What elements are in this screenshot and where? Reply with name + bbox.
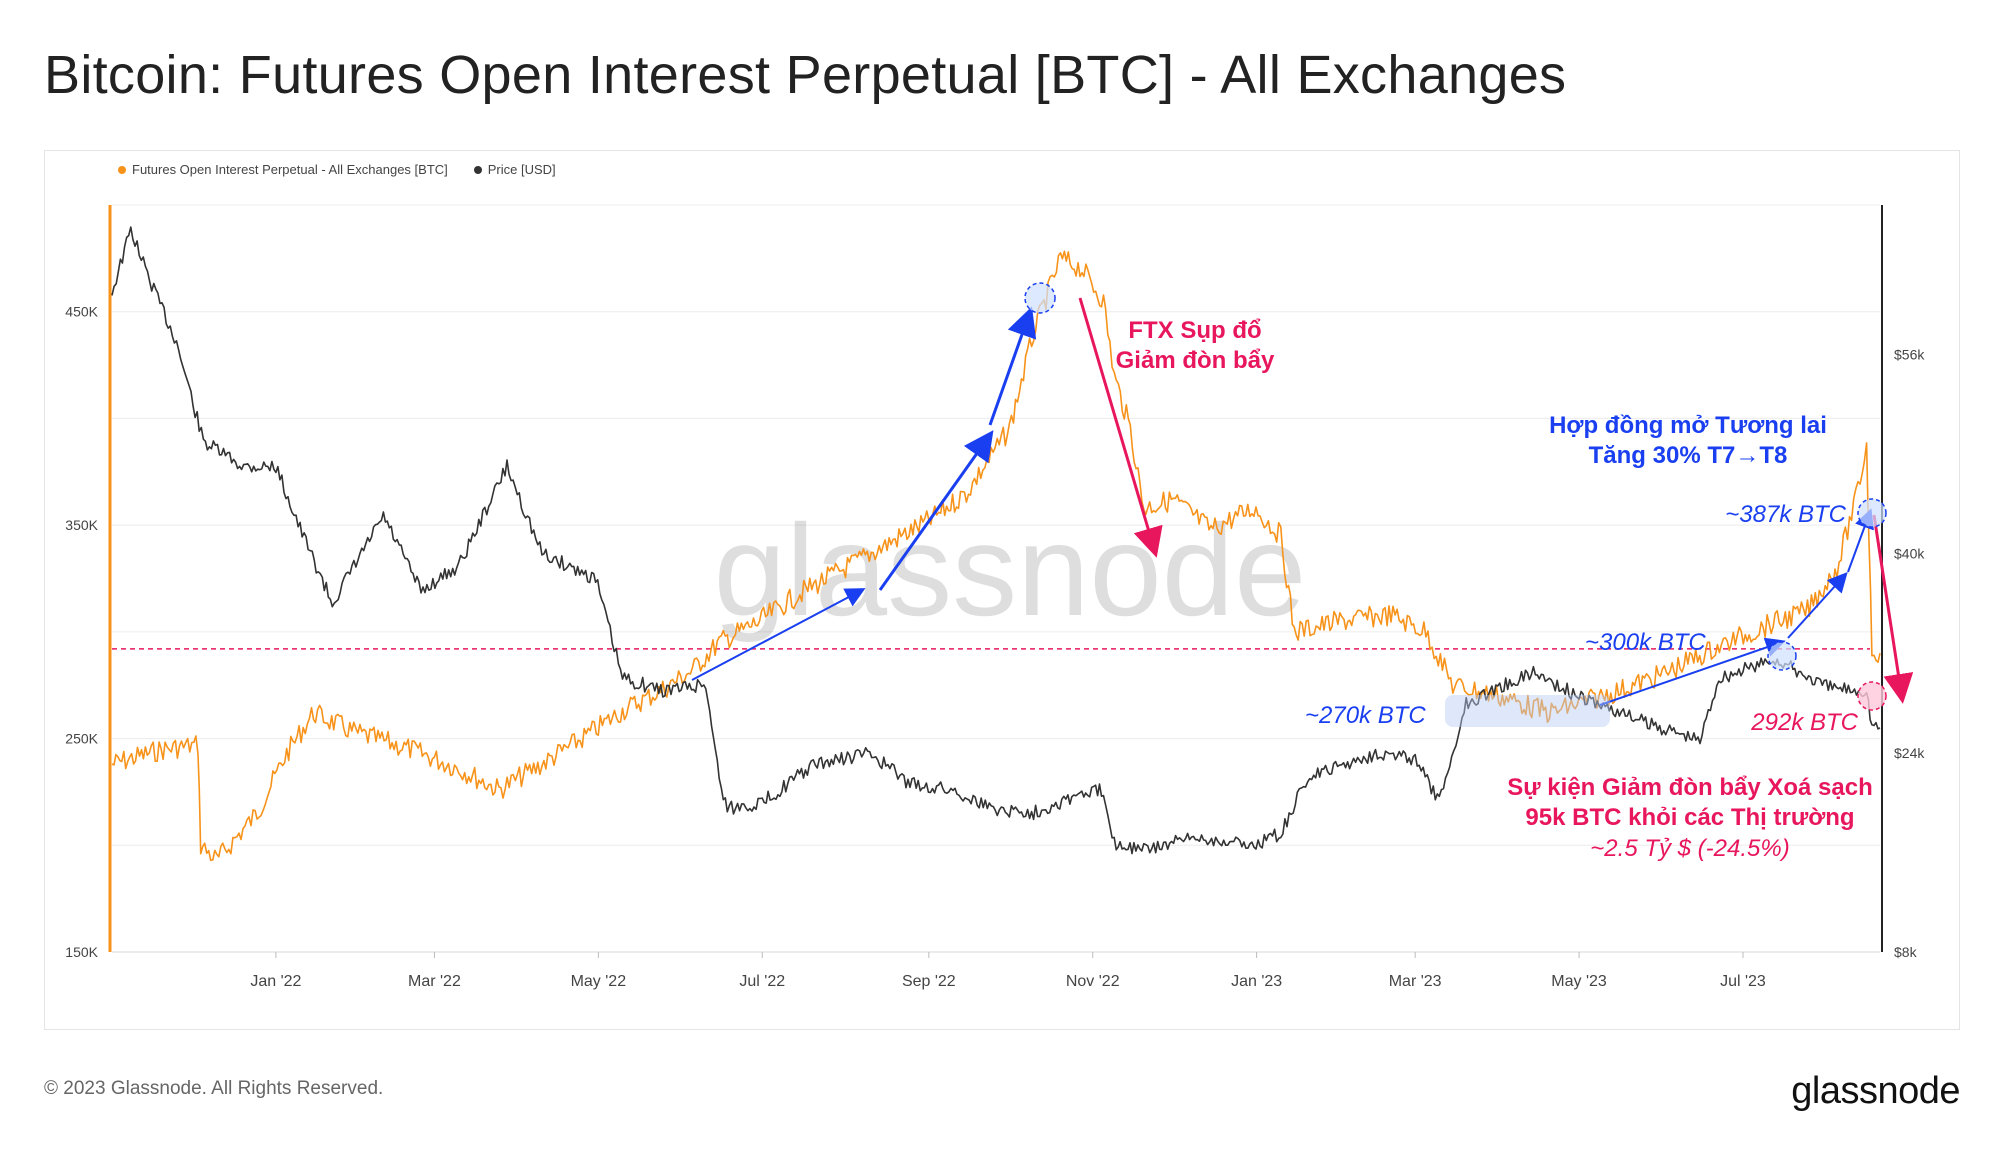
y-right-tick-label: $24k <box>1894 745 1925 761</box>
legend-label-price: Price [USD] <box>487 162 556 177</box>
annotation-deleverage-usd: ~2.5 Tỷ $ (-24.5%) <box>1590 835 1789 862</box>
arrow-growth-2 <box>878 430 994 591</box>
arrow-deleverage <box>1872 514 1914 704</box>
arrow-growth-5 <box>1787 572 1848 639</box>
legend-item-price[interactable]: Price [USD] <box>473 162 556 177</box>
chart-legend: Futures Open Interest Perpetual - All Ex… <box>118 162 556 177</box>
annotation-deleverage-line2: 95k BTC khỏi các Thị trường <box>1525 804 1854 831</box>
y-right-tick-label: $56k <box>1894 346 1925 362</box>
x-tick-label: Jan '23 <box>1231 973 1282 990</box>
y-left-tick-label: 450K <box>65 304 98 320</box>
marker-270k-band <box>1445 695 1610 727</box>
chart-title: Bitcoin: Futures Open Interest Perpetual… <box>44 45 1567 105</box>
arrow-ftx-drop <box>1078 297 1163 558</box>
y-left-tick-label: 350K <box>65 517 98 533</box>
legend-item-oi[interactable]: Futures Open Interest Perpetual - All Ex… <box>118 162 448 177</box>
arrow-growth-4 <box>1599 637 1786 706</box>
marker-ftx-peak <box>1024 282 1056 314</box>
legend-dot-price <box>473 165 482 174</box>
marker-387k <box>1857 498 1887 528</box>
x-tick-label: Nov '22 <box>1066 973 1120 990</box>
annotation-growth-line1: Hợp đồng mở Tương lai <box>1549 412 1827 439</box>
legend-dot-oi <box>118 165 126 174</box>
marker-292k <box>1857 681 1887 711</box>
y-left-tick-label: 150K <box>65 944 98 960</box>
footer-copyright: © 2023 Glassnode. All Rights Reserved. <box>44 1078 384 1099</box>
x-tick-label: May '23 <box>1551 973 1607 990</box>
legend-label-oi: Futures Open Interest Perpetual - All Ex… <box>132 162 448 177</box>
y-right-tick-label: $40k <box>1894 546 1925 562</box>
x-tick-label: Sep '22 <box>902 973 956 990</box>
series-line-price <box>111 226 1881 855</box>
chart-frame <box>44 150 1960 1030</box>
annotation-ftx-line2: Giảm đòn bẩy <box>1116 347 1275 374</box>
annotation-300k: ~300k BTC <box>1585 629 1706 656</box>
footer-brand-logo: glassnode <box>1791 1070 1960 1112</box>
x-tick-label: Jul '23 <box>1720 973 1766 990</box>
x-tick-label: Mar '23 <box>1389 973 1442 990</box>
annotation-270k: ~270k BTC <box>1305 702 1426 729</box>
y-left-tick-label: 250K <box>65 731 98 747</box>
x-tick-label: Jan '22 <box>250 973 301 990</box>
annotation-292k: 292k BTC <box>1750 709 1858 736</box>
annotation-deleverage-line1: Sự kiện Giảm đòn bẩy Xoá sạch <box>1507 774 1873 801</box>
marker-300k <box>1767 641 1797 671</box>
annotation-growth-line2: Tăng 30% T7→T8 <box>1589 442 1788 469</box>
annotation-387k: ~387k BTC <box>1725 501 1846 528</box>
y-right-tick-label: $8k <box>1894 944 1918 960</box>
annotation-ftx-line1: FTX Sụp đổ <box>1128 317 1261 344</box>
x-tick-label: Mar '22 <box>408 973 461 990</box>
x-tick-label: Jul '22 <box>739 973 785 990</box>
x-tick-label: May '22 <box>571 973 627 990</box>
arrow-growth-3 <box>988 306 1037 426</box>
arrow-growth-1 <box>691 588 866 681</box>
